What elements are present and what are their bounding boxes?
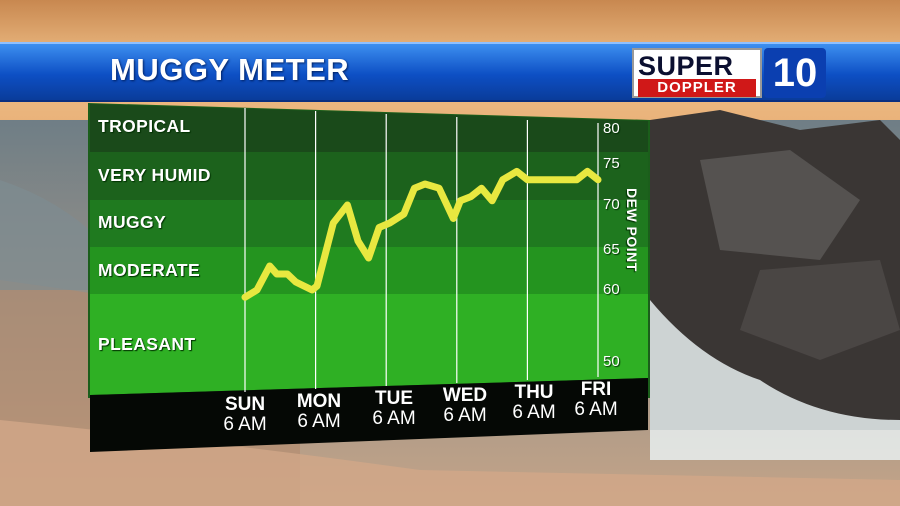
band-muggy <box>90 200 648 247</box>
xtick-day-wed: WED <box>442 385 488 406</box>
band-very-humid <box>90 152 648 200</box>
station-logo: SUPER DOPPLER 10 <box>632 48 826 98</box>
yaxis-label: DEW POINT <box>624 188 640 272</box>
band-label-tropical: TROPICAL <box>98 116 191 136</box>
band-label-moderate: MODERATE <box>98 260 201 280</box>
xtick-time-wed: 6 AM <box>443 405 487 426</box>
xtick-time-tue: 6 AM <box>372 408 416 429</box>
xtick-time-mon: 6 AM <box>297 411 341 432</box>
xaxis-bar <box>90 378 648 452</box>
xtick-day-tue: TUE <box>375 388 413 409</box>
band-label-muggy: MUGGY <box>98 212 167 232</box>
logo-box: SUPER DOPPLER <box>632 48 762 98</box>
xtick-day-fri: FRI <box>580 379 612 400</box>
logo-number: 10 <box>764 48 826 98</box>
xtick-time-fri: 6 AM <box>574 399 618 420</box>
ytick-70: 70 <box>603 196 620 213</box>
ytick-60: 60 <box>603 281 620 298</box>
page-title: MUGGY METER <box>110 52 350 87</box>
title-banner: MUGGY METER SUPER DOPPLER 10 <box>0 42 900 102</box>
gridlines <box>244 108 599 392</box>
xtick-time-sun: 6 AM <box>223 414 267 435</box>
band-label-pleasant: PLEASANT <box>98 334 196 354</box>
xtick-day-mon: MON <box>296 391 342 412</box>
band-label-very-humid: VERY HUMID <box>98 165 211 185</box>
ytick-50: 50 <box>603 353 620 370</box>
logo-line1: SUPER <box>638 51 734 81</box>
logo-line2: DOPPLER <box>638 79 756 97</box>
dew-point-line <box>241 167 602 301</box>
ytick-75: 75 <box>603 155 620 172</box>
ytick-65: 65 <box>603 241 620 258</box>
ytick-80: 80 <box>603 120 620 137</box>
band-pleasant <box>90 294 648 395</box>
band-moderate <box>90 247 648 294</box>
xtick-day-thu: THU <box>514 382 554 403</box>
xtick-time-thu: 6 AM <box>512 402 556 423</box>
band-tropical <box>90 104 648 152</box>
xtick-day-sun: SUN <box>224 394 266 415</box>
